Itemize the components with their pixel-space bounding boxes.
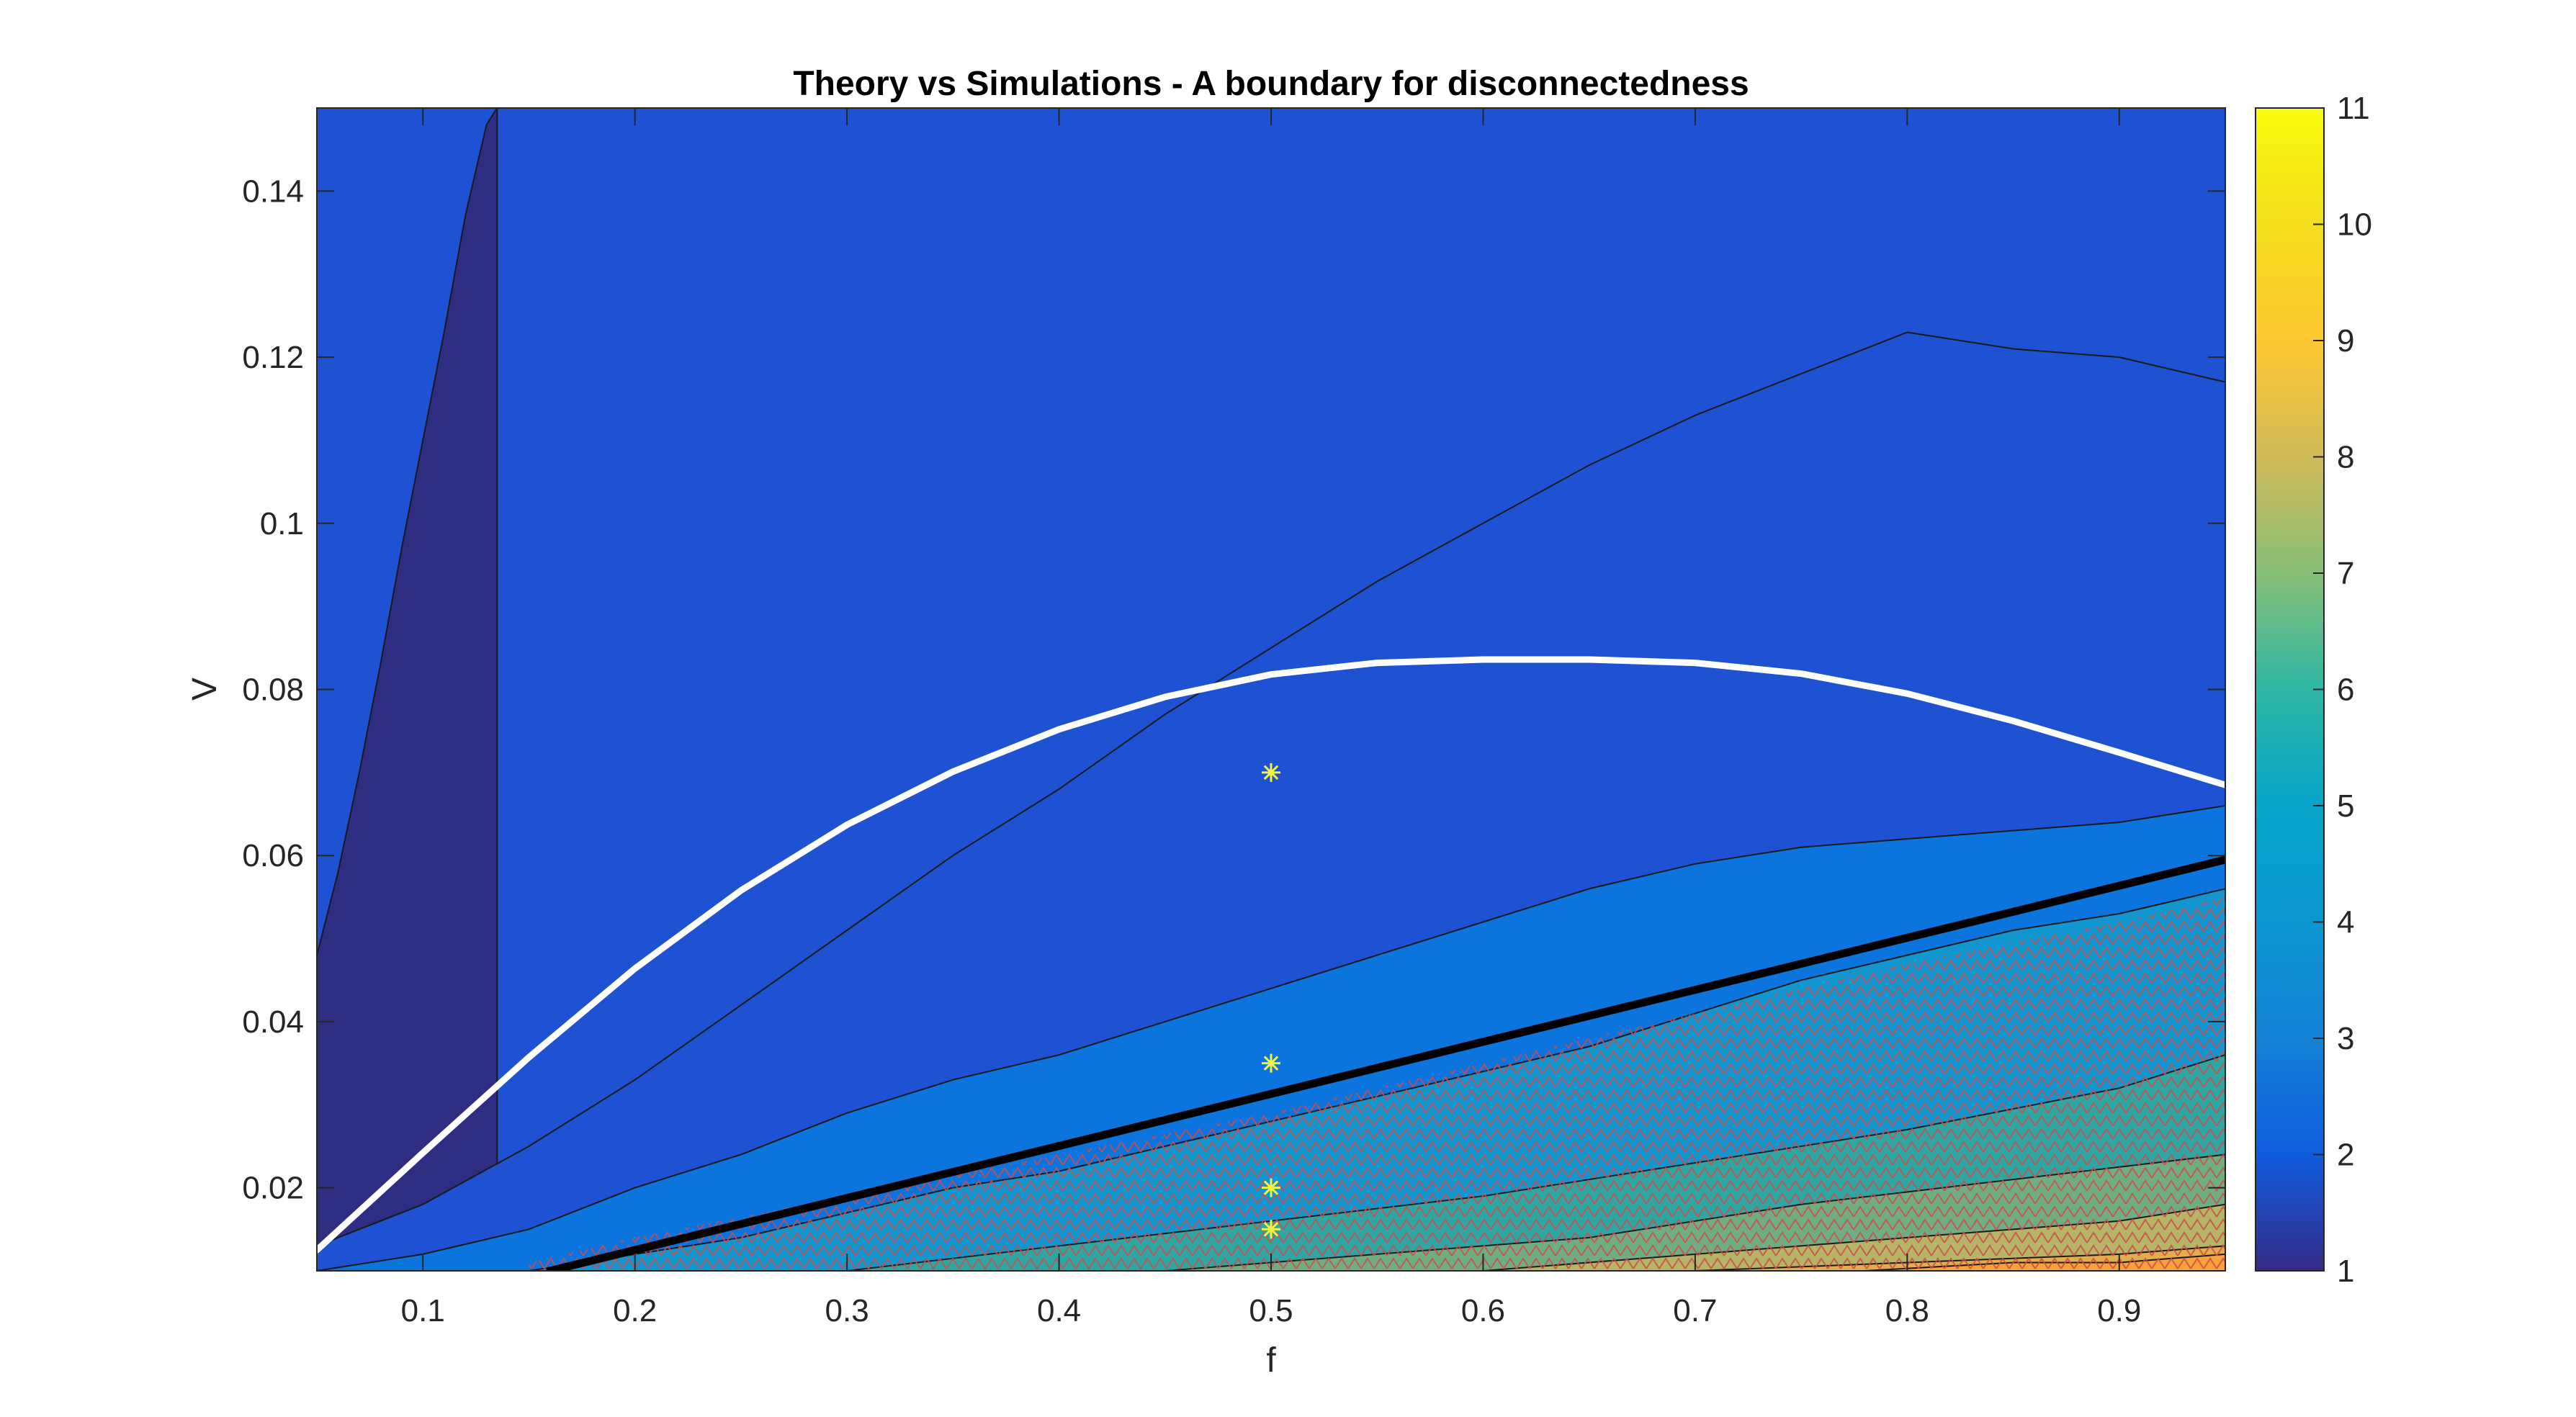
y-tick-label: 0.06 <box>242 838 304 873</box>
x-tick-label: 0.1 <box>401 1293 445 1328</box>
y-axis-label: V <box>186 678 224 701</box>
x-tick-label: 0.4 <box>1037 1293 1081 1328</box>
colorbar: 1 2 3 4 5 6 7 8 9 10 11 <box>2255 91 2372 1289</box>
triangle-markers-region <box>529 896 2225 1271</box>
y-tick-label: 0.1 <box>260 506 304 541</box>
chart-title: Theory vs Simulations - A boundary for d… <box>793 65 1749 103</box>
colorbar-tick-label: 3 <box>2337 1021 2354 1056</box>
x-axis: 0.1 0.2 0.3 0.4 0.5 0.6 0.7 0.8 0.9 <box>401 108 2141 1328</box>
series-layer <box>317 656 2225 1271</box>
x-tick-label: 0.7 <box>1673 1293 1717 1328</box>
y-tick-label: 0.12 <box>242 340 304 375</box>
y-tick-label: 0.04 <box>242 1004 304 1040</box>
y-tick-label: 0.02 <box>242 1171 304 1206</box>
colorbar-tick-label: 4 <box>2337 905 2354 940</box>
colorbar-tick-label: 5 <box>2337 788 2354 824</box>
hatched-region <box>529 896 2225 1271</box>
x-tick-label: 0.8 <box>1885 1293 1929 1328</box>
colorbar-gradient <box>2255 107 2325 1272</box>
colorbar-tick-label: 2 <box>2337 1138 2354 1173</box>
colorbar-tick-label: 9 <box>2337 323 2354 359</box>
simulation-point <box>1262 1220 1280 1239</box>
simulation-point <box>1262 1053 1280 1073</box>
x-tick-label: 0.3 <box>825 1293 869 1328</box>
y-tick-label: 0.14 <box>242 174 304 209</box>
x-tick-label: 0.5 <box>1249 1293 1293 1328</box>
colorbar-tick-label: 7 <box>2337 556 2354 591</box>
boundary-line <box>546 855 2225 1271</box>
y-axis: 0.02 0.04 0.06 0.08 0.1 0.12 0.14 <box>242 174 2225 1206</box>
colorbar-tick-label: 6 <box>2337 672 2354 708</box>
colorbar-tick-label: 10 <box>2337 207 2372 243</box>
colorbar-tick-label: 8 <box>2337 440 2354 475</box>
y-tick-label: 0.08 <box>242 672 304 708</box>
contour-level-2 <box>317 108 498 1271</box>
x-tick-label: 0.9 <box>2097 1293 2141 1328</box>
x-axis-label: f <box>1266 1341 1276 1380</box>
colorbar-tick-label: 1 <box>2337 1254 2354 1289</box>
simulation-point <box>1262 763 1280 782</box>
colorbar-tick-label: 11 <box>2337 91 2370 126</box>
x-tick-label: 0.2 <box>613 1293 657 1328</box>
colorbar-ticks: 1 2 3 4 5 6 7 8 9 10 11 <box>2313 91 2372 1289</box>
theory-curve <box>317 656 2225 1254</box>
simulation-point <box>1262 1178 1280 1197</box>
x-tick-label: 0.6 <box>1461 1293 1505 1328</box>
